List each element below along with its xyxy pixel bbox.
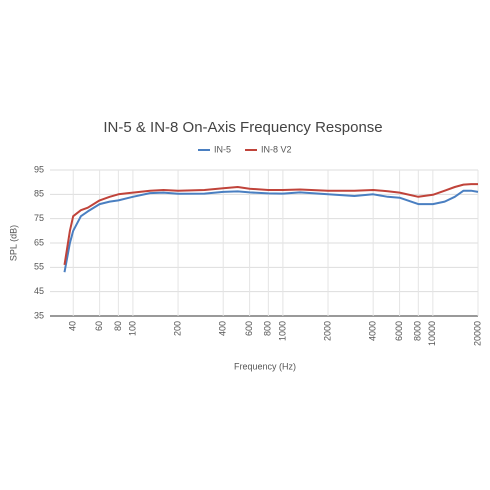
x-axis-title: Frequency (Hz) xyxy=(234,361,296,371)
legend-label: IN-5 xyxy=(214,144,231,154)
legend-label: IN-8 V2 xyxy=(261,144,292,154)
x-tick-label: 80 xyxy=(113,321,123,331)
x-tick-label: 20000 xyxy=(472,321,482,346)
x-tick-label: 8000 xyxy=(413,321,423,341)
x-tick-label: 1000 xyxy=(277,321,287,341)
y-axis-title: SPL (dB) xyxy=(8,225,18,261)
x-tick-label: 4000 xyxy=(368,321,378,341)
y-tick-label: 75 xyxy=(34,213,44,223)
y-tick-label: 45 xyxy=(34,286,44,296)
x-tick-label: 2000 xyxy=(322,321,332,341)
x-tick-label: 40 xyxy=(68,321,78,331)
x-tick-label: 60 xyxy=(94,321,104,331)
x-tick-label: 200 xyxy=(172,321,182,336)
x-tick-label: 100 xyxy=(127,321,137,336)
y-tick-label: 65 xyxy=(34,237,44,247)
y-tick-label: 85 xyxy=(34,189,44,199)
data-line xyxy=(63,189,479,273)
x-tick-label: 6000 xyxy=(394,321,404,341)
y-tick-label: 95 xyxy=(34,164,44,174)
chart-title: IN-5 & IN-8 On-Axis Frequency Response xyxy=(103,119,382,136)
x-tick-label: 400 xyxy=(218,321,228,336)
x-tick-label: 800 xyxy=(263,321,273,336)
data-line xyxy=(63,183,478,266)
x-tick-label: 10000 xyxy=(427,321,437,346)
y-tick-label: 35 xyxy=(34,310,44,320)
x-tick-label: 600 xyxy=(244,321,254,336)
y-tick-label: 55 xyxy=(34,262,44,272)
